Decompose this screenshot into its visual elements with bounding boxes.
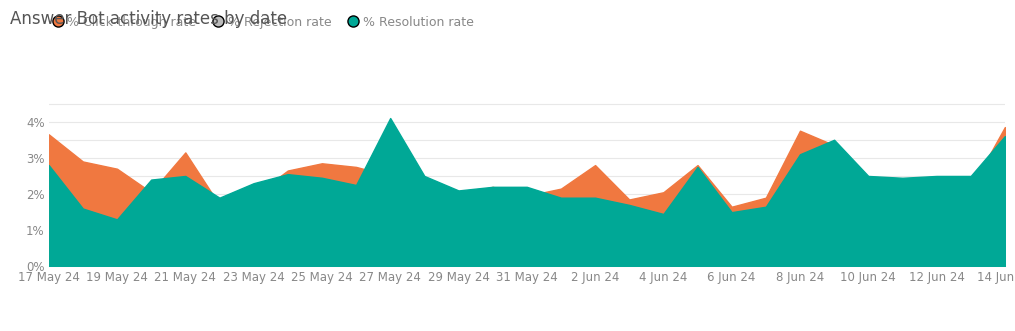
Legend: % Click-through rate, % Rejection rate, % Resolution rate: % Click-through rate, % Rejection rate, … <box>55 16 473 28</box>
Text: Answer Bot activity rates by date: Answer Bot activity rates by date <box>10 10 287 28</box>
